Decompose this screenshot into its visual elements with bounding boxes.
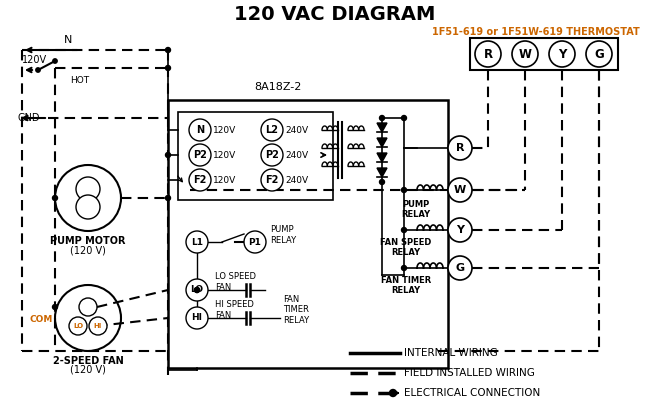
Circle shape [194,287,200,292]
Text: G: G [456,263,464,273]
Circle shape [475,41,501,67]
Circle shape [244,231,266,253]
Circle shape [448,136,472,160]
Text: F2: F2 [265,175,279,185]
Text: L1: L1 [191,238,203,246]
Circle shape [189,119,211,141]
Circle shape [512,41,538,67]
Circle shape [261,169,283,191]
Circle shape [401,228,407,233]
Circle shape [36,68,40,72]
Text: HI: HI [192,313,202,323]
Text: FAN SPEED
RELAY: FAN SPEED RELAY [381,238,431,257]
Bar [168,100,448,368]
Text: COM: COM [29,316,53,324]
Text: Y: Y [456,225,464,235]
Text: Y: Y [558,47,566,60]
Circle shape [52,196,58,201]
Circle shape [389,390,397,396]
Text: LO: LO [190,285,204,295]
Text: P2: P2 [193,150,207,160]
Polygon shape [377,153,387,162]
Text: LO SPEED
FAN: LO SPEED FAN [215,272,256,292]
Text: LO: LO [73,323,83,329]
Circle shape [55,165,121,231]
Text: ELECTRICAL CONNECTION: ELECTRICAL CONNECTION [404,388,540,398]
Circle shape [448,178,472,202]
Circle shape [401,116,407,121]
Text: FAN TIMER
RELAY: FAN TIMER RELAY [381,276,431,295]
Circle shape [448,256,472,280]
Text: 120 VAC DIAGRAM: 120 VAC DIAGRAM [234,5,436,23]
Text: 1F51-619 or 1F51W-619 THERMOSTAT: 1F51-619 or 1F51W-619 THERMOSTAT [432,27,640,37]
Text: PUMP MOTOR: PUMP MOTOR [50,236,126,246]
Circle shape [76,177,100,201]
Text: 120V: 120V [213,176,237,184]
Circle shape [186,279,208,301]
Polygon shape [377,168,387,177]
Text: (120 V): (120 V) [70,245,106,255]
Circle shape [165,47,170,52]
Circle shape [379,116,385,121]
Text: PUMP
RELAY: PUMP RELAY [270,225,296,245]
Circle shape [165,65,170,70]
Text: 240V: 240V [285,150,308,160]
Bar [178,112,333,200]
Text: 120V: 120V [213,126,237,134]
Text: N: N [64,35,72,45]
Circle shape [379,179,385,184]
Text: HOT: HOT [70,76,89,85]
Circle shape [261,119,283,141]
Text: INTERNAL WIRING: INTERNAL WIRING [404,348,498,358]
Circle shape [55,285,121,351]
Circle shape [448,218,472,242]
Text: W: W [519,47,531,60]
Text: 240V: 240V [285,176,308,184]
Circle shape [89,317,107,335]
Text: 120V: 120V [22,55,47,65]
Text: HI: HI [94,323,102,329]
Text: R: R [484,47,492,60]
Text: L2: L2 [265,125,279,135]
Text: 8A18Z-2: 8A18Z-2 [255,82,302,92]
Text: P2: P2 [265,150,279,160]
Text: P1: P1 [249,238,261,246]
Circle shape [549,41,575,67]
Text: GND: GND [18,113,40,123]
Circle shape [261,144,283,166]
Text: W: W [454,185,466,195]
Polygon shape [377,138,387,147]
Circle shape [186,307,208,329]
Circle shape [186,231,208,253]
Text: N: N [196,125,204,135]
Text: 240V: 240V [285,126,308,134]
Circle shape [52,305,58,310]
Circle shape [165,196,170,201]
Text: FIELD INSTALLED WIRING: FIELD INSTALLED WIRING [404,368,535,378]
Circle shape [189,169,211,191]
Text: G: G [594,47,604,60]
Text: 2-SPEED FAN: 2-SPEED FAN [53,356,123,366]
Circle shape [586,41,612,67]
Circle shape [401,187,407,192]
Text: FAN
TIMER
RELAY: FAN TIMER RELAY [283,295,309,325]
Circle shape [165,153,170,158]
Text: HI SPEED
FAN: HI SPEED FAN [215,300,254,320]
Bar [470,38,618,70]
Circle shape [189,144,211,166]
Circle shape [79,298,97,316]
Circle shape [194,287,200,292]
Circle shape [401,266,407,271]
Text: PUMP
RELAY: PUMP RELAY [401,200,431,220]
Text: 120V: 120V [213,150,237,160]
Circle shape [53,59,57,63]
Text: (120 V): (120 V) [70,365,106,375]
Text: F2: F2 [194,175,206,185]
Circle shape [76,195,100,219]
Polygon shape [377,123,387,132]
Circle shape [69,317,87,335]
Text: R: R [456,143,464,153]
